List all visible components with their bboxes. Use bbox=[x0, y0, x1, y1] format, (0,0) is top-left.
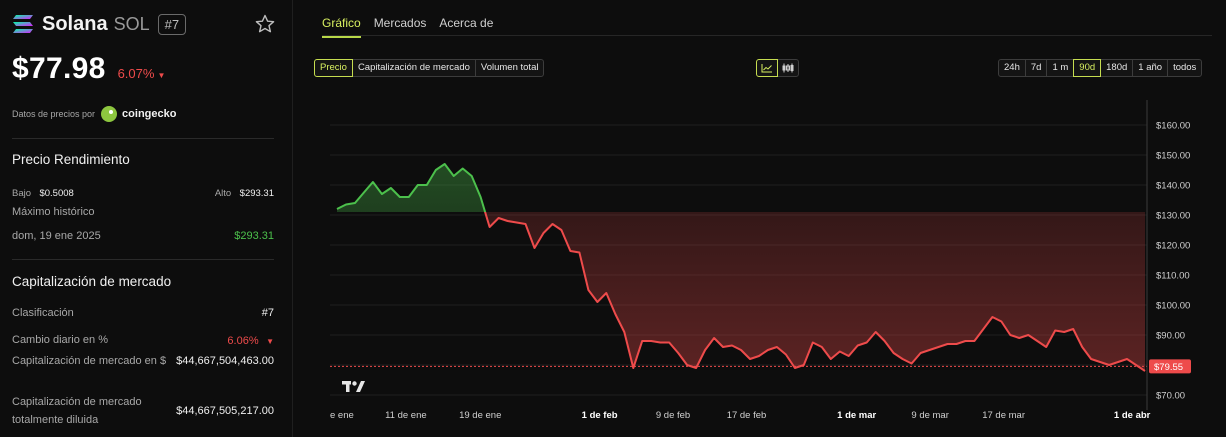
market-cap-title: Capitalización de mercado bbox=[12, 274, 172, 289]
daily-change-label: Cambio diario en % bbox=[12, 334, 108, 346]
fdv-label: Capitalización de mercado totalmente dil… bbox=[12, 396, 142, 426]
metric-market-cap-button[interactable]: Capitalización de mercado bbox=[351, 59, 476, 77]
y-tick-label: $110.00 bbox=[1156, 271, 1190, 282]
range-7d-button[interactable]: 7d bbox=[1024, 59, 1048, 77]
tab-acerca-de[interactable]: Acerca de bbox=[439, 16, 494, 30]
source-label: Datos de precios por bbox=[12, 109, 96, 119]
x-tick-label: 1 de mar bbox=[837, 410, 876, 421]
ath-row: dom, 19 ene 2025 $293.31 bbox=[12, 230, 274, 242]
x-tick-label: 1 de feb bbox=[582, 410, 618, 421]
chart-type-button-group bbox=[756, 59, 799, 77]
x-tick-label: 19 de ene bbox=[459, 410, 501, 421]
fdv-row: Capitalización de mercado totalmente dil… bbox=[12, 393, 274, 429]
price-line-above-baseline bbox=[336, 163, 487, 212]
low-label: Bajo bbox=[12, 188, 32, 199]
fdv-value: $44,667,505,217.00 bbox=[176, 405, 274, 417]
rank-row: Clasificación #7 bbox=[12, 307, 274, 319]
tab-underline-divider bbox=[322, 35, 1212, 36]
market-cap-row: Capitalización de mercado en $ $44,667,5… bbox=[12, 352, 274, 370]
market-cap-label: Capitalización de mercado en $ bbox=[12, 355, 167, 367]
market-cap-value: $44,667,504,463.00 bbox=[176, 355, 274, 367]
metric-volume-button[interactable]: Volumen total bbox=[474, 59, 545, 77]
x-tick-label: 9 de feb bbox=[656, 410, 690, 421]
price-source: Datos de precios por coingecko bbox=[12, 106, 176, 122]
tab-grafico[interactable]: Gráfico bbox=[322, 16, 361, 38]
range-button-group: 24h 7d 1 m 90d 180d 1 año todos bbox=[998, 59, 1203, 77]
tab-bar: Gráfico Mercados Acerca de bbox=[322, 16, 506, 38]
x-axis-ticks: e ene 11 de ene 19 de ene 1 de feb 9 de feb 1… bbox=[330, 410, 1151, 421]
coingecko-logo-icon bbox=[101, 106, 118, 122]
current-price-tag-bg bbox=[1149, 359, 1191, 374]
x-tick-label: 1 de abr bbox=[1114, 410, 1151, 421]
tab-mercados[interactable]: Mercados bbox=[373, 16, 427, 30]
rank-value: #7 bbox=[261, 307, 274, 319]
daily-change-row: Cambio diario en % 6.06% ▼ bbox=[12, 331, 274, 349]
x-tick-label: 17 de feb bbox=[727, 410, 767, 421]
range-24h-button[interactable]: 24h bbox=[998, 59, 1026, 77]
candlestick-button[interactable] bbox=[777, 59, 799, 77]
candlestick-icon bbox=[782, 63, 794, 73]
price-chart[interactable]: $160.00 $150.00 $140.00 $130.00 $120.00 $110.… bbox=[330, 100, 1226, 437]
performance-title: Precio Rendimiento bbox=[12, 152, 130, 167]
current-price: $77.98 bbox=[12, 52, 106, 85]
panel-separator bbox=[292, 0, 293, 437]
x-tick-label: e ene bbox=[330, 410, 354, 421]
y-tick-label: $160.00 bbox=[1156, 121, 1190, 132]
daily-change-value: 6.06% bbox=[227, 335, 259, 347]
ath-label: Máximo histórico bbox=[12, 206, 95, 218]
range-1y-button[interactable]: 1 año bbox=[1132, 59, 1169, 77]
ath-label-row: Máximo histórico bbox=[12, 206, 274, 218]
favorite-star-icon[interactable] bbox=[255, 14, 275, 34]
x-tick-label: 11 de ene bbox=[385, 410, 427, 421]
line-chart-button[interactable] bbox=[756, 59, 778, 77]
y-tick-label: $70.00 bbox=[1156, 391, 1185, 402]
range-90d-button[interactable]: 90d bbox=[1073, 59, 1102, 77]
low-value: $0.5008 bbox=[39, 188, 74, 199]
range-1m-button[interactable]: 1 m bbox=[1046, 59, 1075, 77]
y-tick-label: $150.00 bbox=[1156, 151, 1190, 162]
price-change: 6.07% bbox=[117, 66, 155, 81]
x-tick-label: 17 de mar bbox=[982, 410, 1025, 421]
solana-logo-icon bbox=[13, 15, 33, 33]
ath-date: dom, 19 ene 2025 bbox=[12, 230, 101, 242]
y-tick-label: $130.00 bbox=[1156, 211, 1190, 222]
divider bbox=[12, 259, 274, 260]
line-chart-icon bbox=[761, 64, 772, 73]
y-tick-label: $120.00 bbox=[1156, 241, 1190, 252]
range-180d-button[interactable]: 180d bbox=[1100, 59, 1134, 77]
y-tick-label: $140.00 bbox=[1156, 181, 1190, 192]
coin-info-panel: Solana SOL #7 $77.98 6.07% ▼ Datos de pr… bbox=[0, 0, 290, 437]
high-label: Alto bbox=[214, 188, 232, 199]
metric-price-button[interactable]: Precio bbox=[314, 59, 353, 77]
range-all-button[interactable]: todos bbox=[1167, 59, 1203, 77]
area-fill-above-baseline bbox=[337, 164, 1145, 212]
tradingview-logo-icon bbox=[342, 381, 365, 392]
coin-header: Solana SOL #7 bbox=[12, 12, 187, 36]
down-caret-icon: ▼ bbox=[266, 337, 274, 346]
high-value: $293.31 bbox=[239, 188, 274, 199]
rank-badge: #7 bbox=[157, 13, 187, 35]
coin-symbol: SOL bbox=[113, 13, 150, 34]
price-line-below-baseline bbox=[484, 212, 1146, 372]
x-tick-label: 9 de mar bbox=[911, 410, 949, 421]
rank-label: Clasificación bbox=[12, 307, 74, 319]
divider bbox=[12, 138, 274, 139]
ath-value: $293.31 bbox=[234, 230, 274, 242]
y-tick-label: $100.00 bbox=[1156, 301, 1190, 312]
coin-name: Solana bbox=[42, 12, 108, 35]
area-fill-below-baseline bbox=[337, 212, 1145, 371]
metric-button-group: Precio Capitalización de mercado Volumen… bbox=[314, 59, 545, 77]
current-price-tag: $79.55 bbox=[1149, 359, 1191, 374]
price-row: $77.98 6.07% ▼ bbox=[12, 52, 165, 86]
low-high-row: Bajo $0.5008 Alto $293.31 bbox=[12, 183, 274, 201]
source-name[interactable]: coingecko bbox=[122, 108, 177, 120]
current-price-tag-label: $79.55 bbox=[1154, 362, 1183, 373]
y-tick-label: $90.00 bbox=[1156, 331, 1185, 342]
down-caret-icon: ▼ bbox=[157, 71, 166, 80]
